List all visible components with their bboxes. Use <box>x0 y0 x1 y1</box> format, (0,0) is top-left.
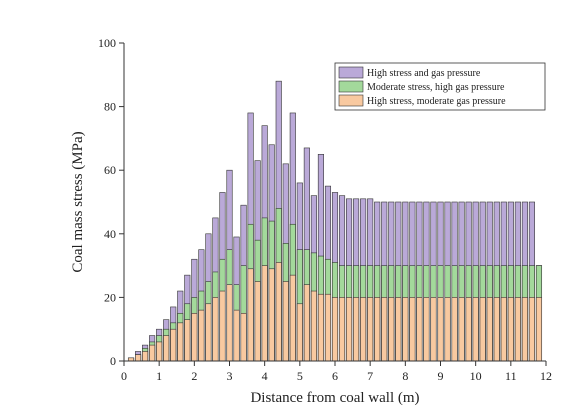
bar <box>135 354 142 362</box>
bar <box>521 297 528 362</box>
legend: High stress and gas pressure Moderate str… <box>334 62 546 111</box>
bar <box>184 319 191 362</box>
x-tick-label: 11 <box>505 369 517 383</box>
legend-label: High stress and gas pressure <box>367 68 481 79</box>
bar <box>170 328 177 362</box>
x-axis-label: Distance from coal wall (m) <box>250 390 419 406</box>
bar <box>219 290 226 362</box>
bar <box>535 297 543 362</box>
x-tick-label: 8 <box>402 369 408 383</box>
bar <box>254 281 261 362</box>
bar <box>212 297 219 362</box>
bar <box>437 297 444 362</box>
x-tick-label: 5 <box>297 369 303 383</box>
legend-label: High stress, moderate gas pressure <box>367 96 506 107</box>
bar <box>163 335 170 362</box>
bar <box>310 290 317 362</box>
bar <box>486 297 493 362</box>
bar <box>423 297 430 362</box>
bar <box>444 297 451 362</box>
y-tick-label: 20 <box>104 290 116 304</box>
bar <box>402 297 409 362</box>
x-tick-label: 12 <box>540 369 552 383</box>
bar <box>472 297 479 362</box>
bar <box>465 297 472 362</box>
bar <box>282 281 289 362</box>
x-tick-label: 10 <box>470 369 482 383</box>
bar <box>374 297 381 362</box>
bar <box>500 297 507 362</box>
bar <box>528 297 535 362</box>
bar <box>353 297 360 362</box>
bar <box>198 309 205 362</box>
bar <box>317 293 324 362</box>
legend-label: Moderate stress, high gas pressure <box>367 82 505 93</box>
bar <box>149 344 156 362</box>
bar <box>338 297 346 362</box>
bar <box>247 268 254 362</box>
bar <box>493 297 500 362</box>
x-tick-label: 6 <box>332 369 338 383</box>
bar <box>275 262 282 362</box>
x-tick-label: 7 <box>367 369 373 383</box>
x-tick-label: 4 <box>262 369 268 383</box>
bar <box>303 284 310 362</box>
bar <box>479 297 486 362</box>
bar <box>451 297 458 362</box>
y-tick-label: 100 <box>98 36 116 50</box>
bar <box>296 303 303 362</box>
bar <box>191 312 198 362</box>
bar <box>346 297 353 362</box>
x-tick-label: 3 <box>227 369 233 383</box>
legend-box <box>334 62 546 111</box>
bar <box>507 297 514 362</box>
bar <box>430 297 437 362</box>
bar <box>142 351 149 362</box>
x-tick-label: 2 <box>191 369 197 383</box>
y-axis-label: Coal mass stress (MPa) <box>70 131 86 272</box>
y-tick-label: 0 <box>110 354 116 368</box>
y-tick-label: 40 <box>104 227 116 241</box>
bar <box>156 341 163 362</box>
bar <box>395 297 402 362</box>
bar <box>388 297 395 362</box>
legend-swatch <box>338 66 364 79</box>
bar <box>360 297 367 362</box>
x-tick-label: 1 <box>156 369 162 383</box>
bar <box>331 297 339 362</box>
bar <box>240 312 247 362</box>
bar <box>289 274 296 362</box>
legend-swatch <box>338 94 364 107</box>
y-tick-label: 60 <box>104 163 116 177</box>
x-tick-label: 9 <box>438 369 444 383</box>
bar <box>409 297 416 362</box>
bar <box>261 265 268 362</box>
bar <box>514 297 521 362</box>
bar <box>177 322 184 362</box>
bar <box>205 303 212 362</box>
x-tick-label: 0 <box>121 369 127 383</box>
legend-swatch <box>338 80 364 93</box>
bar <box>381 297 388 362</box>
bar <box>367 297 374 362</box>
bar <box>233 309 240 362</box>
y-tick-label: 80 <box>104 100 116 114</box>
bar <box>324 293 332 362</box>
bar <box>226 284 233 362</box>
bar <box>458 297 465 362</box>
bar <box>268 268 275 362</box>
bar <box>416 297 423 362</box>
